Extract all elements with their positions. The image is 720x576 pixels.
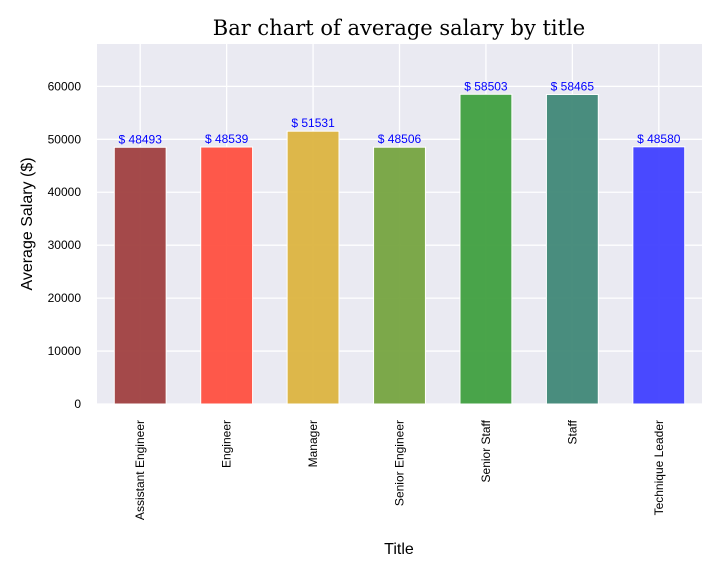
data-label: $ 48580: [637, 132, 681, 146]
x-tick-label: Technique Leader: [652, 420, 666, 515]
bar: [286, 130, 340, 405]
x-axis-label: Title: [384, 541, 414, 558]
x-tick-label: Senior Engineer: [393, 420, 407, 506]
bar: [632, 146, 686, 405]
bars-group: [113, 93, 686, 405]
y-tick-label: 10000: [48, 344, 82, 358]
y-tick-label: 40000: [48, 185, 82, 199]
y-tick-label: 50000: [48, 132, 82, 146]
y-tick-label: 20000: [48, 291, 82, 305]
y-tick-label: 0: [74, 397, 81, 411]
y-axis-label: Average Salary ($): [19, 157, 36, 290]
x-tick-label: Engineer: [220, 420, 234, 468]
x-tick-label: Manager: [306, 420, 320, 467]
y-tick-labels: 0 10000 20000 30000 40000 50000 60000: [48, 79, 82, 411]
bar: [113, 146, 167, 405]
data-label: $ 48539: [205, 132, 249, 146]
y-tick-label: 60000: [48, 79, 82, 93]
x-tick-label: Staff: [565, 419, 579, 444]
data-label: $ 58465: [551, 79, 595, 93]
data-label: $ 48506: [378, 132, 422, 146]
bar: [545, 93, 599, 405]
bar: [373, 146, 426, 405]
chart-title: Bar chart of average salary by title: [213, 16, 585, 40]
data-label: $ 58503: [464, 79, 508, 93]
data-label: $ 48493: [119, 132, 163, 146]
bar: [459, 93, 513, 405]
x-tick-label: Assistant Engineer: [133, 420, 147, 520]
x-tick-label: Senior Staff: [479, 419, 493, 482]
x-tick-labels: Assistant Engineer Engineer Manager Senior …: [133, 419, 666, 520]
bar: [200, 146, 254, 405]
y-tick-label: 30000: [48, 238, 82, 252]
data-labels-group: $ 48493 $ 48539 $ 51531 $ 48506 $ 58503 $ 584…: [119, 79, 681, 146]
data-label: $ 51531: [291, 116, 335, 130]
